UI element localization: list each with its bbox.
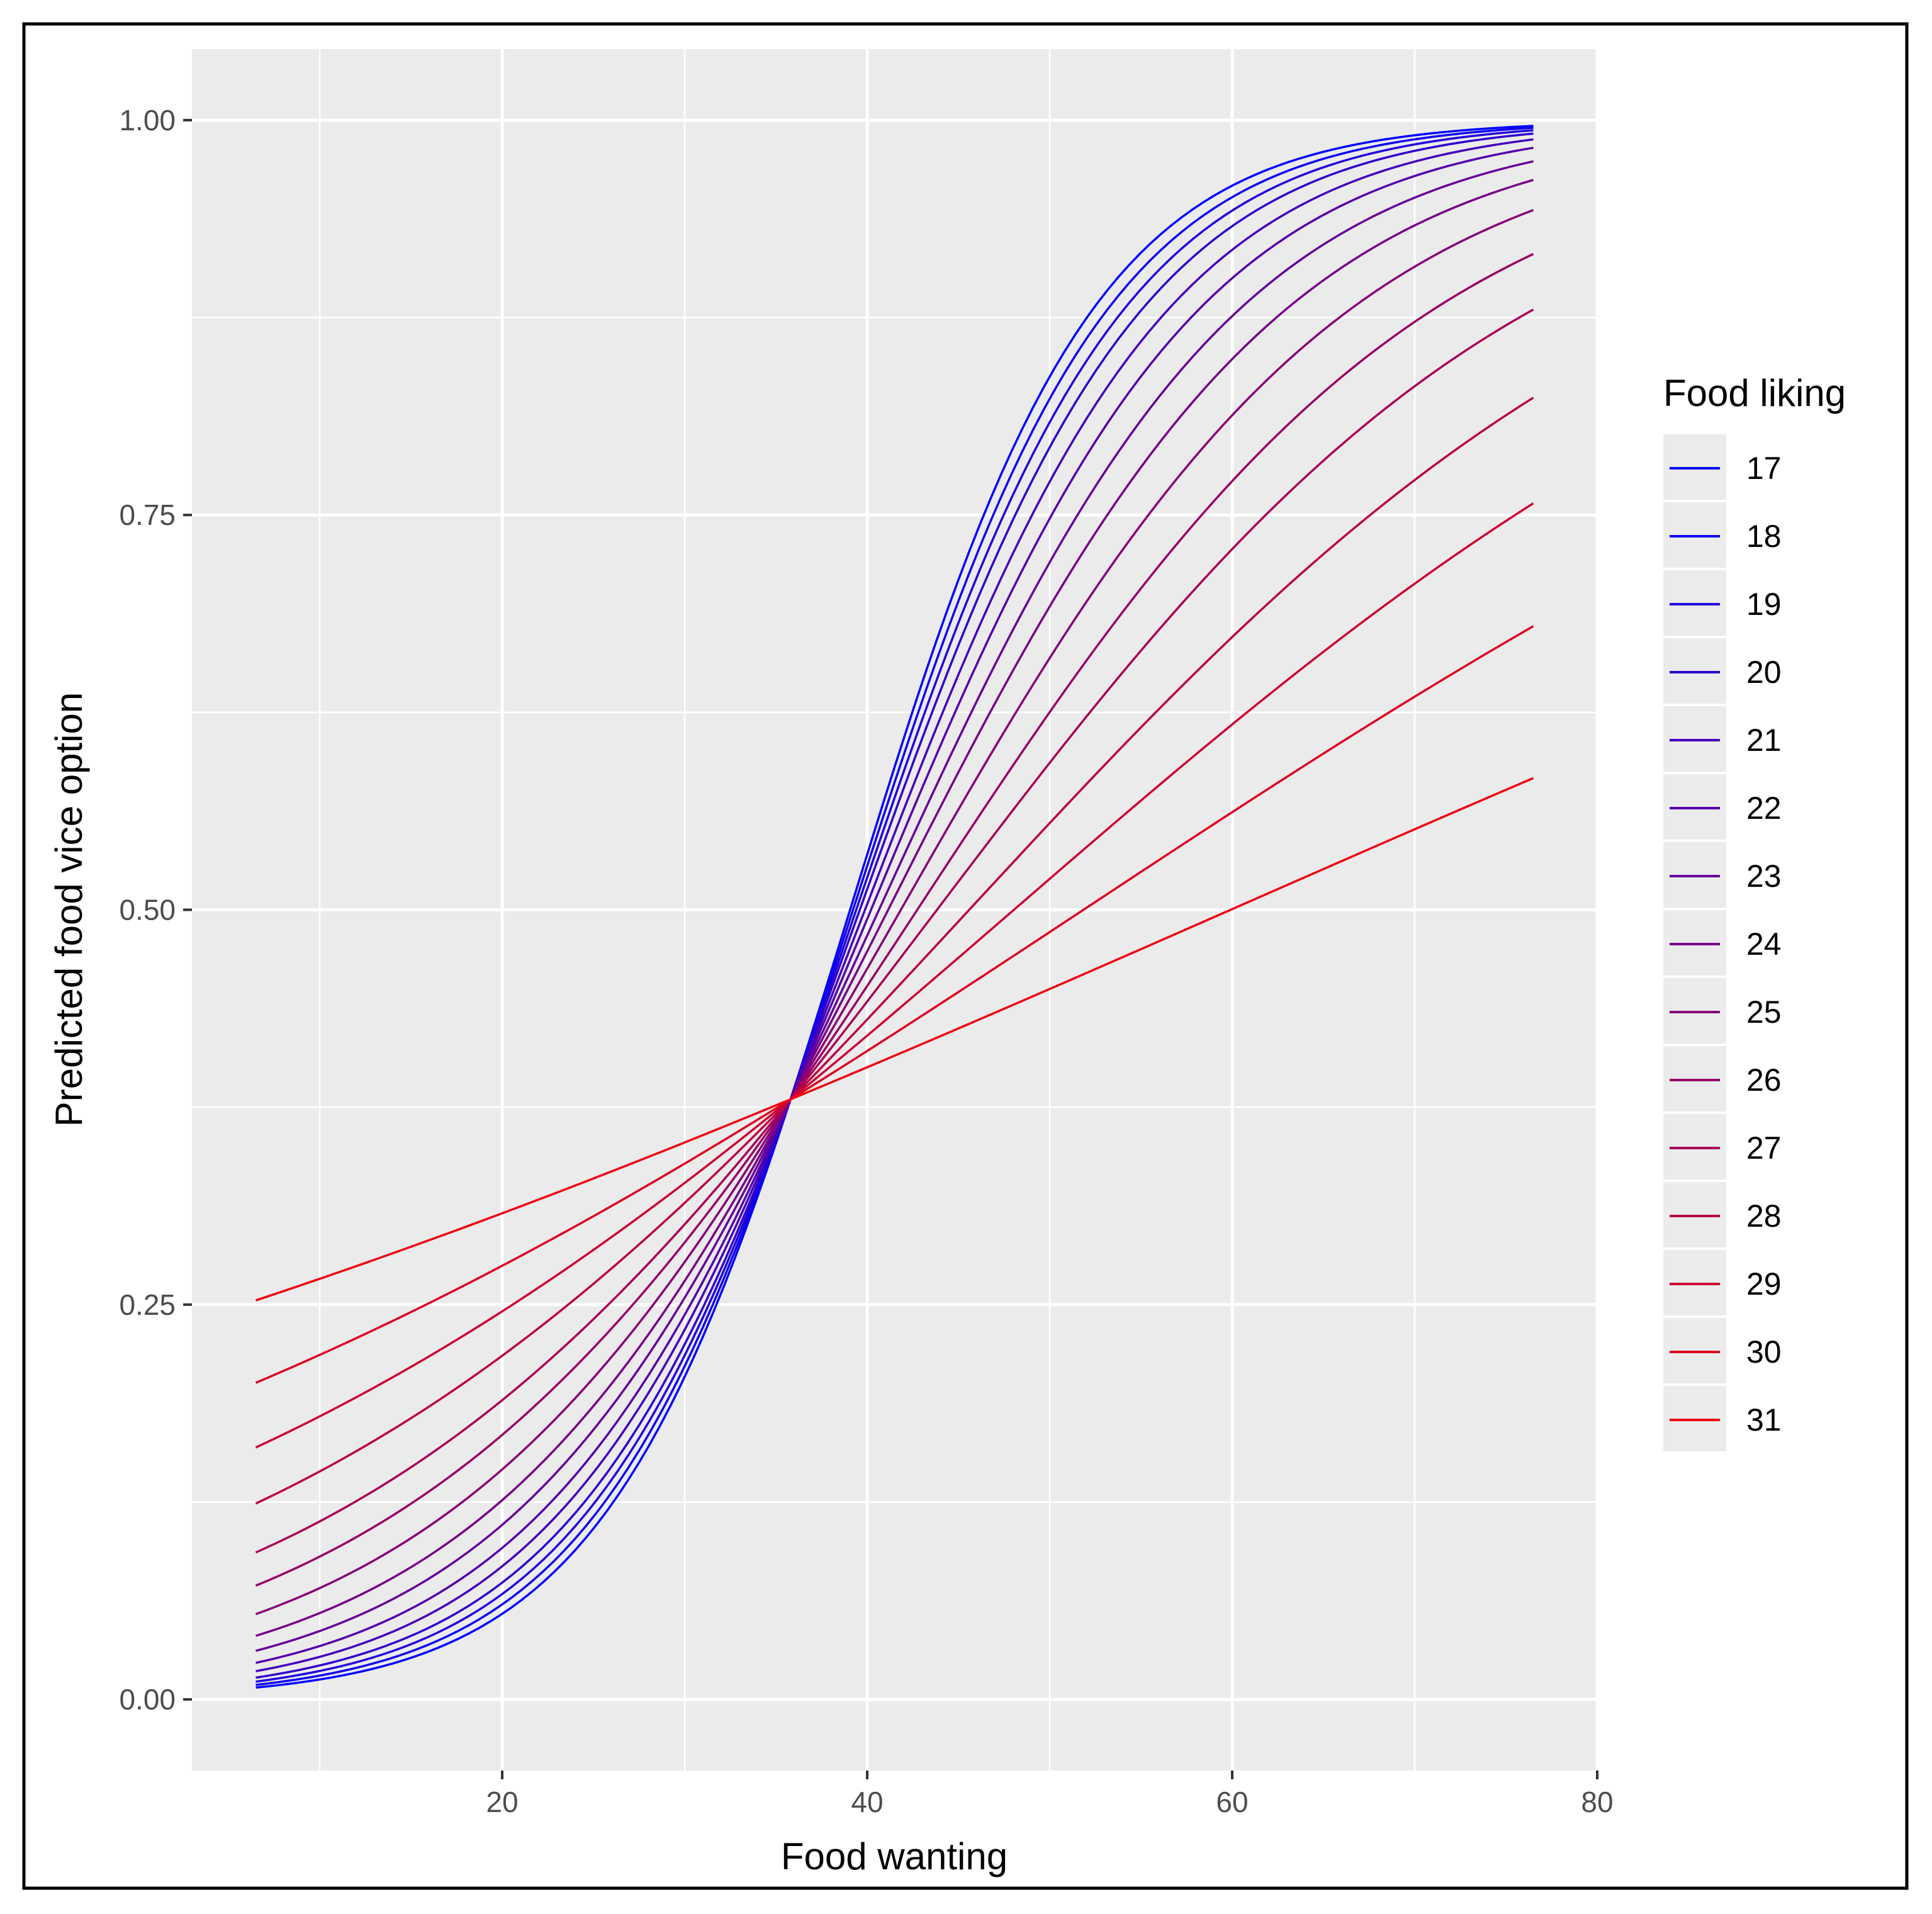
legend-label-31: 31 <box>1746 1402 1782 1438</box>
x-tick-label: 20 <box>486 1786 518 1818</box>
grid-major <box>192 49 1599 1770</box>
legend-label-19: 19 <box>1746 587 1782 622</box>
series-line-29 <box>255 502 1534 1449</box>
x-tick-label: 60 <box>1216 1786 1248 1818</box>
series-line-22 <box>256 147 1534 1664</box>
series-line-25 <box>255 209 1534 1616</box>
x-axis-ticks: 20 40 60 80 <box>486 1770 1614 1818</box>
legend-label-18: 18 <box>1746 519 1782 554</box>
series-line-24 <box>255 179 1534 1637</box>
y-tick-label: 1.00 <box>119 104 176 137</box>
legend-label-21: 21 <box>1746 723 1782 758</box>
legend-label-30: 30 <box>1746 1334 1782 1370</box>
legend-label-20: 20 <box>1746 655 1782 690</box>
series-line-28 <box>255 397 1534 1505</box>
series-line-21 <box>256 138 1534 1672</box>
x-axis-title: Food wanting <box>781 1835 1008 1877</box>
legend-label-29: 29 <box>1746 1266 1782 1302</box>
legend-label-22: 22 <box>1746 791 1782 826</box>
series-layer <box>255 125 1534 1689</box>
legend-title: Food liking <box>1663 372 1846 414</box>
legend-label-26: 26 <box>1746 1062 1782 1098</box>
series-line-30 <box>255 625 1534 1384</box>
series-line-18 <box>256 127 1534 1686</box>
y-axis-ticks: 0.00 0.25 0.50 0.75 1.00 <box>119 104 192 1716</box>
series-line-23 <box>256 160 1534 1652</box>
series-line-27 <box>255 308 1534 1554</box>
legend-label-27: 27 <box>1746 1130 1782 1166</box>
legend-label-23: 23 <box>1746 858 1782 894</box>
y-axis-title: Predicted food vice option <box>48 692 90 1127</box>
series-line-20 <box>256 132 1534 1679</box>
x-tick-label: 40 <box>851 1786 883 1818</box>
y-tick-label: 0.25 <box>119 1288 176 1321</box>
series-line-26 <box>255 252 1534 1587</box>
y-tick-label: 0.50 <box>119 894 176 926</box>
legend: Food liking 17 18 19 20 21 22 23 24 25 26 27 28 29 30… <box>1663 372 1846 1451</box>
legend-label-28: 28 <box>1746 1198 1782 1234</box>
legend-items: 17 18 19 20 21 22 23 24 25 26 27 28 29 30 31 <box>1663 434 1782 1451</box>
y-tick-label: 0.75 <box>119 498 176 531</box>
legend-label-24: 24 <box>1746 926 1782 962</box>
legend-label-25: 25 <box>1746 994 1782 1030</box>
legend-label-17: 17 <box>1746 451 1782 486</box>
x-tick-label: 80 <box>1581 1786 1613 1818</box>
series-line-19 <box>256 129 1534 1683</box>
series-line-31 <box>255 777 1534 1302</box>
y-tick-label: 0.00 <box>119 1683 176 1716</box>
series-line-17 <box>256 125 1534 1689</box>
